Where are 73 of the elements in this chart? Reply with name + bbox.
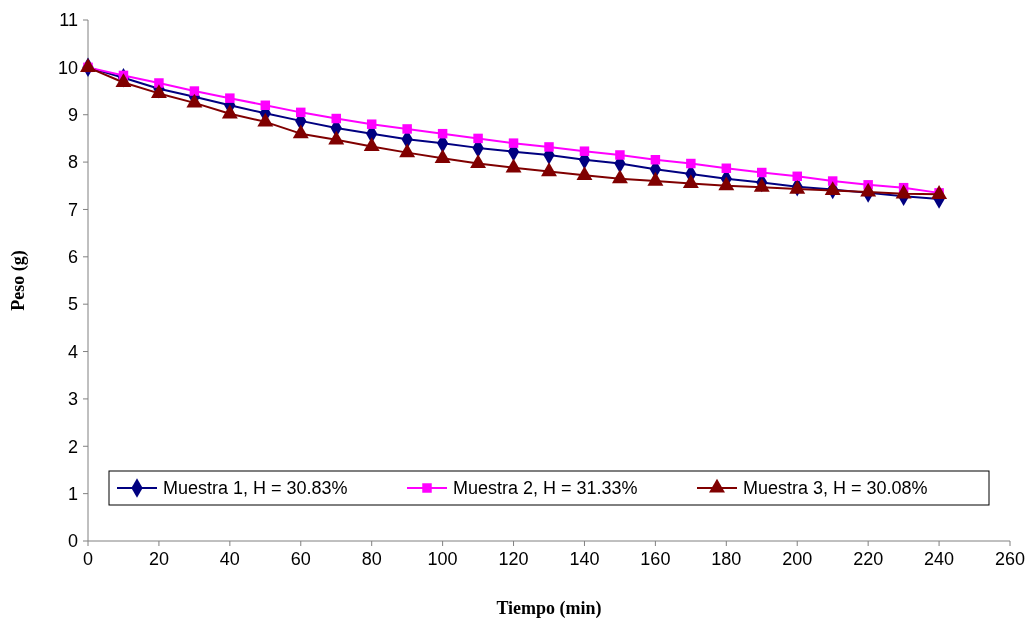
point xyxy=(257,112,274,127)
y-tick-label: 10 xyxy=(57,57,78,78)
x-tick-label: 240 xyxy=(924,549,955,569)
point xyxy=(508,138,519,148)
point xyxy=(650,154,661,165)
point xyxy=(470,154,487,169)
point xyxy=(115,73,132,88)
point xyxy=(366,119,377,129)
point xyxy=(544,142,554,152)
point xyxy=(647,171,664,186)
x-axis-title: Tiempo (min) xyxy=(496,598,602,619)
point xyxy=(260,100,271,110)
x-tick-label: 260 xyxy=(994,549,1026,569)
point xyxy=(579,146,590,156)
x-tick-label: 180 xyxy=(711,549,742,569)
y-tick-label: 8 xyxy=(67,152,78,173)
y-tick-label: 1 xyxy=(67,483,78,504)
point xyxy=(615,150,625,160)
y-tick-label: 2 xyxy=(67,436,78,457)
point xyxy=(221,104,238,119)
point xyxy=(154,78,164,88)
x-tick-label: 60 xyxy=(290,549,311,569)
point xyxy=(434,149,451,163)
legend-label: Muestra 3, H = 30.08% xyxy=(743,478,928,499)
y-tick-label: 6 xyxy=(67,247,78,268)
point xyxy=(792,171,802,182)
point xyxy=(225,93,235,103)
point xyxy=(721,163,732,173)
point xyxy=(296,107,306,118)
point xyxy=(757,167,767,178)
point xyxy=(328,130,345,145)
point xyxy=(399,143,416,158)
point xyxy=(718,176,735,191)
x-tick-label: 140 xyxy=(569,549,600,569)
point xyxy=(437,128,448,139)
point xyxy=(505,158,522,173)
point xyxy=(931,185,948,199)
x-tick-label: 0 xyxy=(82,549,94,569)
point xyxy=(860,182,877,197)
x-tick-label: 200 xyxy=(782,549,813,569)
y-tick-label: 9 xyxy=(67,105,78,126)
x-tick-label: 20 xyxy=(148,549,169,569)
y-tick-label: 4 xyxy=(67,341,78,362)
point xyxy=(611,169,628,184)
point xyxy=(824,181,841,196)
x-tick-label: 80 xyxy=(361,549,382,569)
point xyxy=(682,174,699,189)
y-axis-title: Peso (g) xyxy=(8,250,29,311)
point xyxy=(753,177,770,192)
x-tick-label: 220 xyxy=(853,549,884,569)
point xyxy=(363,137,380,152)
point xyxy=(686,158,696,169)
point xyxy=(150,84,167,99)
point xyxy=(541,162,557,177)
y-tick-label: 11 xyxy=(59,10,78,31)
y-tick-label: 7 xyxy=(67,199,78,220)
x-tick-label: 160 xyxy=(640,549,671,569)
point xyxy=(331,113,341,124)
point xyxy=(473,133,483,144)
point xyxy=(189,86,200,96)
point xyxy=(292,124,309,139)
x-tick-label: 120 xyxy=(498,549,529,569)
y-tick-label: 0 xyxy=(67,531,78,552)
x-tick-label: 40 xyxy=(219,549,240,569)
y-tick-label: 3 xyxy=(67,389,78,410)
legend-label: Muestra 1, H = 30.83% xyxy=(163,478,348,499)
point xyxy=(186,93,203,108)
y-tick-label: 5 xyxy=(67,294,78,315)
point xyxy=(402,124,412,134)
legend-label: Muestra 2, H = 31.33% xyxy=(453,478,638,499)
point xyxy=(576,166,593,180)
point xyxy=(895,184,912,199)
x-tick-label: 100 xyxy=(427,549,458,569)
